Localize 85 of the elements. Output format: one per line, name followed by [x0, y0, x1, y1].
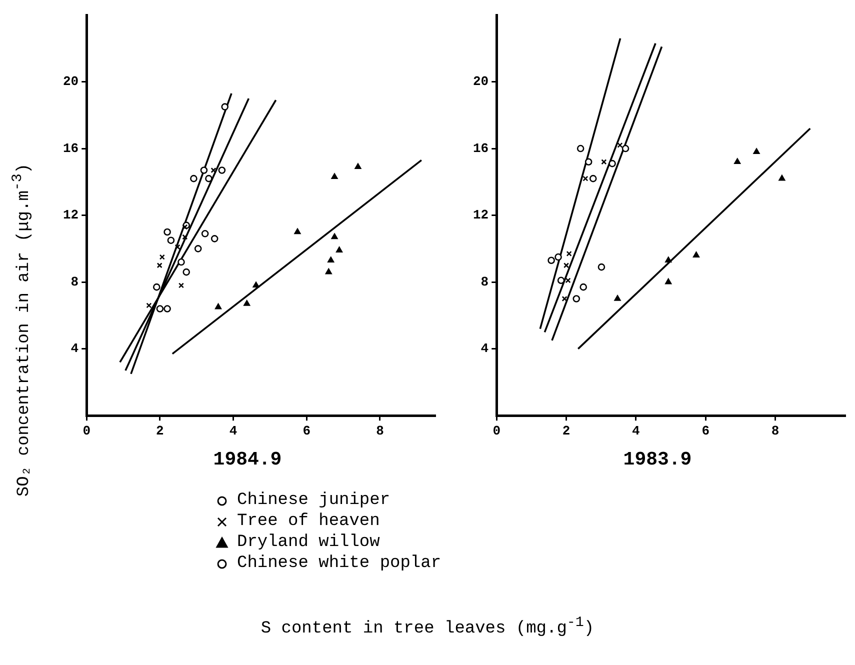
- point: [194, 245, 202, 252]
- point: [244, 300, 250, 306]
- point: [692, 252, 700, 258]
- point: [164, 228, 171, 236]
- point: [572, 295, 580, 302]
- point: [156, 305, 164, 312]
- point: [178, 258, 185, 266]
- x-tick-label: 2: [562, 424, 570, 439]
- point: [210, 235, 218, 242]
- point: [336, 246, 343, 253]
- y-tick-label: 12: [62, 208, 79, 223]
- point: [565, 278, 571, 284]
- point: [622, 144, 630, 152]
- point: [167, 236, 175, 244]
- y-tick-label: 8: [70, 274, 79, 290]
- point: [589, 174, 597, 182]
- point: [252, 282, 260, 288]
- point: [331, 173, 338, 180]
- point: [200, 166, 208, 174]
- point: [190, 174, 198, 182]
- point: [328, 256, 334, 263]
- x-tick-label: 4: [632, 424, 640, 439]
- x-tick-label: 2: [156, 424, 164, 439]
- point: [178, 282, 184, 288]
- point: [182, 234, 188, 240]
- y-tick-label: 8: [480, 274, 489, 290]
- legend-label: Chinese juniper: [237, 490, 390, 511]
- point: [598, 263, 606, 271]
- y-tick-label: 20: [62, 74, 79, 90]
- legend-label: Dryland willow: [237, 532, 380, 553]
- legend-label: Tree of heaven: [237, 511, 380, 532]
- point: [331, 233, 338, 240]
- point: [566, 250, 572, 256]
- point: [557, 276, 565, 284]
- point: [354, 163, 362, 170]
- point: [753, 148, 760, 154]
- point: [601, 159, 607, 165]
- point: [580, 283, 588, 291]
- x-tick-label: 0: [492, 424, 501, 439]
- point: [608, 160, 616, 168]
- x-tick-label: 0: [82, 424, 91, 439]
- point: [182, 224, 188, 230]
- point: [215, 303, 222, 310]
- point: [778, 174, 786, 181]
- point: [146, 302, 152, 308]
- point: [614, 295, 621, 301]
- point: [205, 174, 212, 182]
- point: [665, 278, 672, 284]
- point: [734, 158, 741, 164]
- x-tick-label: 6: [302, 424, 311, 439]
- point: [210, 167, 216, 174]
- text: 1983.9: [623, 448, 692, 470]
- point: [554, 253, 562, 261]
- point: [582, 176, 588, 182]
- point: [562, 296, 568, 302]
- y-tick-label: 12: [472, 208, 489, 223]
- point: [294, 228, 301, 234]
- point: [218, 166, 226, 174]
- point: [153, 283, 160, 291]
- point: [564, 262, 570, 268]
- y-tick-label: 16: [62, 140, 79, 156]
- x-tick-label: 4: [229, 424, 238, 439]
- point: [174, 244, 180, 250]
- point: [548, 256, 555, 264]
- point: [576, 144, 584, 152]
- y-tick-label: 20: [472, 74, 489, 90]
- point: [665, 256, 672, 263]
- y-tick-label: 4: [70, 341, 79, 356]
- legend-label: Chinese white poplar: [237, 553, 442, 574]
- point: [221, 103, 229, 110]
- point: [617, 142, 623, 148]
- y-tick-label: 16: [472, 140, 489, 156]
- point: [201, 230, 209, 238]
- point: [584, 158, 592, 166]
- x-tick-label: 8: [771, 424, 780, 439]
- point: [164, 305, 171, 312]
- x-axis-title: S content in tree leaves (mg.g$^{-1}$): [260, 615, 596, 639]
- point: [182, 268, 190, 276]
- text: 1984.9: [213, 448, 282, 470]
- point: [159, 254, 165, 260]
- point: [156, 262, 162, 268]
- y-tick-label: 4: [480, 341, 489, 356]
- x-tick-label: 8: [376, 424, 384, 439]
- x-tick-label: 6: [702, 424, 710, 439]
- point: [325, 268, 332, 274]
